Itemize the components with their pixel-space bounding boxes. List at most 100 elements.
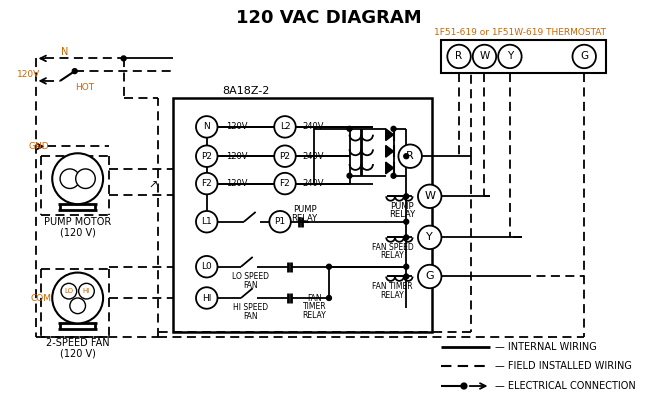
Text: G: G — [580, 52, 588, 62]
Text: — ELECTRICAL CONNECTION: — ELECTRICAL CONNECTION — [495, 381, 636, 391]
Text: N: N — [61, 47, 68, 57]
Circle shape — [473, 45, 496, 68]
Circle shape — [269, 211, 291, 233]
Polygon shape — [386, 129, 393, 140]
Text: Y: Y — [426, 233, 433, 242]
Circle shape — [418, 184, 442, 208]
Circle shape — [404, 235, 409, 240]
Text: LO: LO — [64, 288, 73, 294]
Circle shape — [391, 127, 396, 131]
Text: 240V: 240V — [303, 179, 324, 188]
Circle shape — [404, 264, 409, 269]
Text: RELAY: RELAY — [291, 214, 318, 223]
Circle shape — [196, 145, 218, 167]
Text: W: W — [424, 191, 436, 201]
Text: PUMP: PUMP — [391, 202, 414, 211]
Circle shape — [196, 287, 218, 309]
Text: FAN: FAN — [307, 293, 322, 303]
Text: PUMP: PUMP — [293, 205, 316, 215]
Text: FAN: FAN — [243, 281, 258, 290]
Text: HOT: HOT — [75, 83, 94, 92]
Text: 120V: 120V — [17, 70, 40, 78]
Circle shape — [572, 45, 596, 68]
Circle shape — [418, 226, 442, 249]
Text: (120 V): (120 V) — [60, 349, 96, 359]
Text: 120V: 120V — [226, 122, 248, 132]
Circle shape — [498, 45, 522, 68]
Text: PUMP MOTOR: PUMP MOTOR — [44, 217, 111, 227]
Text: LO SPEED: LO SPEED — [232, 272, 269, 281]
Circle shape — [196, 116, 218, 137]
Circle shape — [347, 127, 352, 131]
Text: L1: L1 — [202, 217, 212, 226]
Text: FAN SPEED: FAN SPEED — [372, 243, 413, 252]
Circle shape — [61, 283, 76, 299]
Text: G: G — [425, 272, 434, 282]
Circle shape — [404, 274, 409, 279]
Circle shape — [404, 154, 409, 159]
Text: HI: HI — [202, 293, 212, 303]
Text: FAN: FAN — [243, 312, 258, 321]
Text: 120 VAC DIAGRAM: 120 VAC DIAGRAM — [237, 9, 422, 27]
Bar — [442, 40, 606, 73]
Circle shape — [121, 56, 126, 61]
Text: R: R — [406, 151, 414, 161]
Polygon shape — [386, 145, 393, 157]
Text: GND: GND — [29, 142, 50, 151]
Circle shape — [418, 265, 442, 288]
Text: 1F51-619 or 1F51W-619 THERMOSTAT: 1F51-619 or 1F51W-619 THERMOSTAT — [433, 28, 606, 36]
Circle shape — [60, 169, 80, 189]
Circle shape — [274, 145, 295, 167]
Circle shape — [78, 283, 94, 299]
Text: — INTERNAL WIRING: — INTERNAL WIRING — [495, 342, 597, 352]
Circle shape — [391, 173, 396, 178]
Circle shape — [52, 273, 103, 323]
Circle shape — [72, 69, 77, 74]
Text: P1: P1 — [275, 217, 285, 226]
Bar — [172, 98, 431, 332]
Text: HI: HI — [83, 288, 90, 294]
Text: 240V: 240V — [303, 122, 324, 132]
Text: L0: L0 — [202, 262, 212, 271]
Text: L2: L2 — [279, 122, 290, 132]
Circle shape — [347, 173, 352, 178]
Text: R: R — [456, 52, 462, 62]
Circle shape — [399, 145, 422, 168]
Text: N: N — [204, 122, 210, 132]
Circle shape — [326, 295, 332, 300]
Text: 8A18Z-2: 8A18Z-2 — [222, 85, 269, 96]
Text: RELAY: RELAY — [389, 210, 415, 220]
Circle shape — [52, 153, 103, 204]
Text: W: W — [479, 52, 490, 62]
Circle shape — [196, 256, 218, 277]
Text: 120V: 120V — [226, 179, 248, 188]
Circle shape — [196, 211, 218, 233]
Text: RELAY: RELAY — [302, 311, 326, 320]
Text: P2: P2 — [279, 152, 291, 161]
Circle shape — [448, 45, 471, 68]
Text: ↗: ↗ — [148, 181, 157, 191]
Circle shape — [326, 264, 332, 269]
Text: RELAY: RELAY — [381, 290, 405, 300]
Text: (120 V): (120 V) — [60, 228, 96, 238]
Text: TIMER: TIMER — [303, 302, 326, 311]
Text: COM: COM — [30, 293, 51, 303]
Text: FAN TIMER: FAN TIMER — [373, 282, 413, 291]
Circle shape — [461, 383, 467, 389]
Circle shape — [404, 219, 409, 224]
Text: 240V: 240V — [303, 152, 324, 161]
Text: — FIELD INSTALLED WIRING: — FIELD INSTALLED WIRING — [495, 362, 632, 372]
Text: P2: P2 — [201, 152, 212, 161]
Text: Y: Y — [507, 52, 513, 62]
Circle shape — [76, 169, 95, 189]
Polygon shape — [386, 162, 393, 174]
Text: 120V: 120V — [226, 152, 248, 161]
Circle shape — [196, 173, 218, 194]
Circle shape — [404, 194, 409, 199]
Circle shape — [274, 173, 295, 194]
Text: RELAY: RELAY — [381, 251, 405, 261]
Circle shape — [70, 298, 86, 314]
Circle shape — [274, 116, 295, 137]
Text: 2-SPEED FAN: 2-SPEED FAN — [46, 338, 109, 348]
Text: HI SPEED: HI SPEED — [233, 303, 268, 312]
